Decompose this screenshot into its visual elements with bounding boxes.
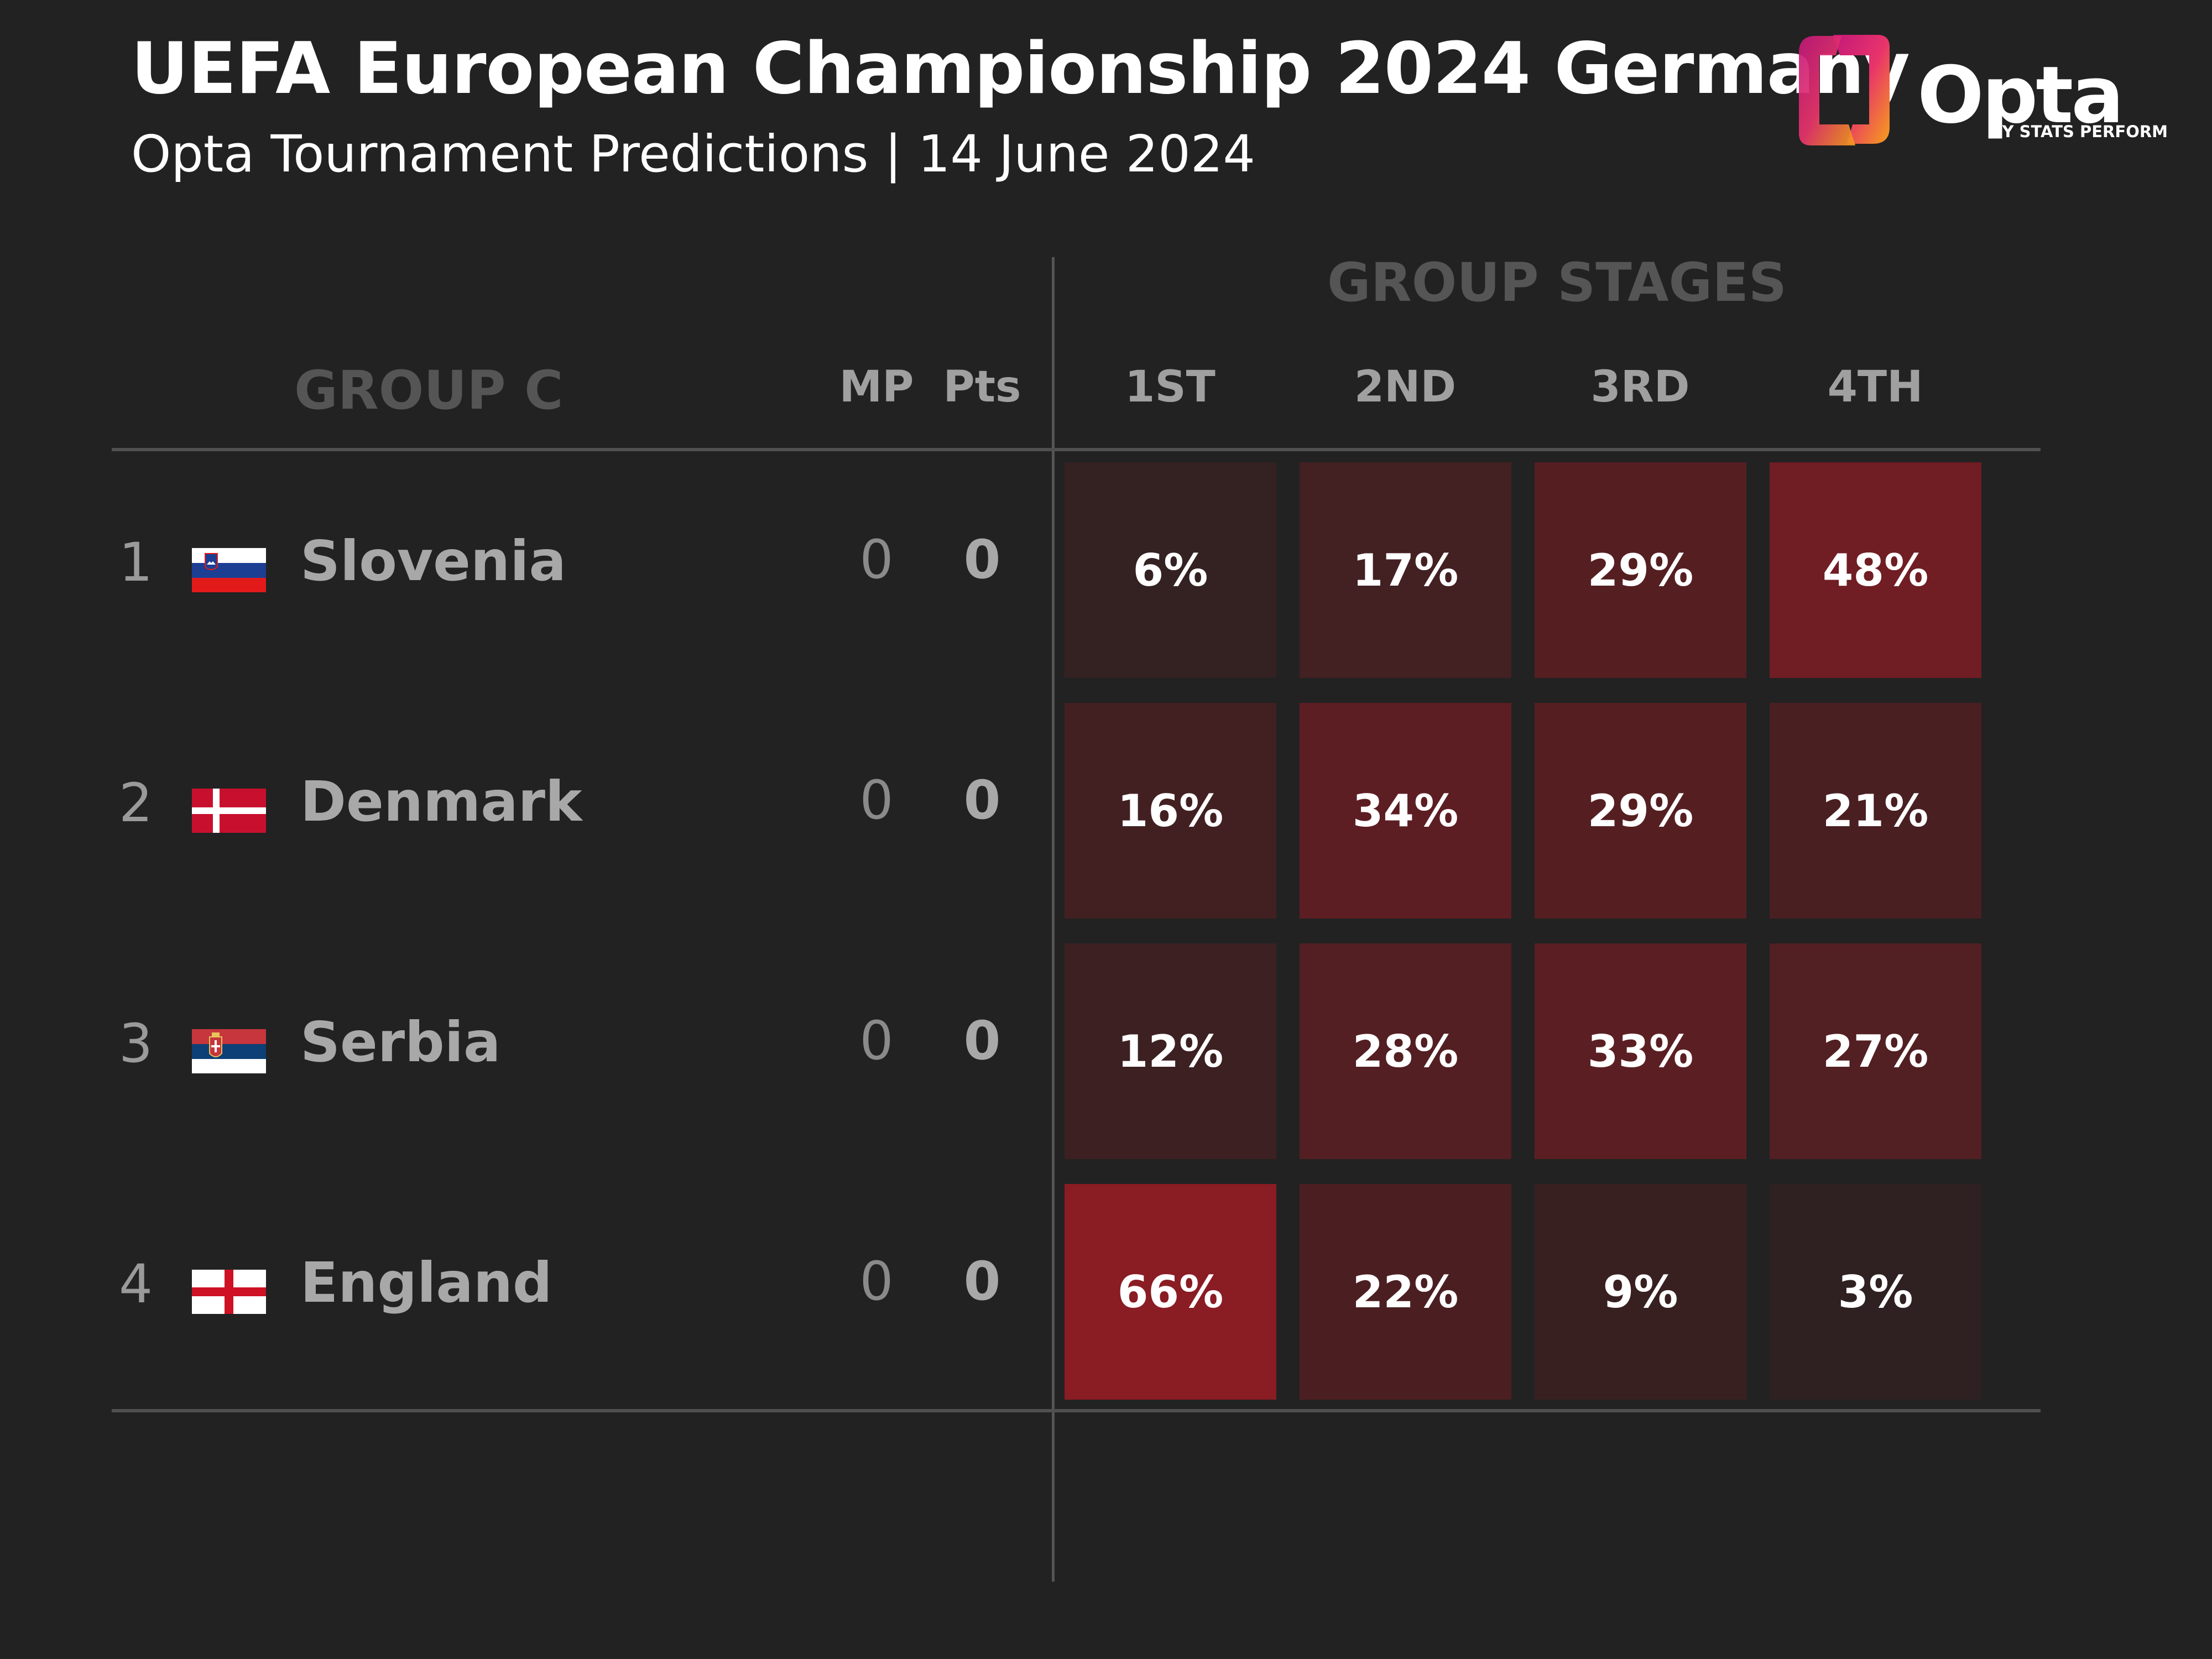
- group-stages-heading: GROUP STAGES: [1327, 252, 1787, 314]
- opta-logo: Opta BY STATS PERFORM: [1794, 30, 2168, 158]
- table-row: 3 Serbia 0 0 12% 28% 33% 27%: [0, 943, 2212, 1159]
- col-head-pts: Pts: [943, 362, 1021, 412]
- england-flag-icon: [192, 1270, 266, 1314]
- col-head-4th: 4TH: [1827, 362, 1923, 412]
- team-name: Denmark: [300, 769, 582, 834]
- points: 0: [963, 1010, 1001, 1072]
- prob-cell: 66%: [1065, 1184, 1276, 1400]
- rank: 1: [119, 531, 153, 593]
- prob-cell: 27%: [1770, 943, 1981, 1159]
- matches-played: 0: [859, 769, 894, 831]
- opta-wordmark: Opta: [1917, 50, 2124, 141]
- prob-cell: 33%: [1535, 943, 1746, 1159]
- prob-cell: 9%: [1535, 1184, 1746, 1400]
- rank: 3: [119, 1013, 153, 1074]
- rank: 2: [119, 772, 153, 834]
- footer-rule: [112, 1409, 2041, 1412]
- opta-logo-icon: [1799, 35, 1890, 145]
- points: 0: [963, 1250, 1001, 1312]
- col-head-2nd: 2ND: [1354, 362, 1457, 412]
- prob-cell: 22%: [1300, 1184, 1511, 1400]
- prob-cell: 34%: [1300, 703, 1511, 919]
- prob-cell: 29%: [1535, 703, 1746, 919]
- prob-cell: 17%: [1300, 462, 1511, 678]
- opta-byline: BY STATS PERFORM: [1991, 122, 2168, 141]
- prob-cell: 29%: [1535, 462, 1746, 678]
- table-row: 1 Slovenia 0 0 6% 17% 29% 48%: [0, 462, 2212, 678]
- prob-cell: 21%: [1770, 703, 1981, 919]
- column-divider: [1052, 257, 1055, 1582]
- rank: 4: [119, 1253, 153, 1315]
- team-name: Serbia: [300, 1010, 501, 1074]
- prob-cell: 48%: [1770, 462, 1981, 678]
- col-head-mp: MP: [839, 362, 914, 412]
- col-head-3rd: 3RD: [1590, 362, 1690, 412]
- matches-played: 0: [859, 1250, 894, 1312]
- page-subtitle: Opta Tournament Predictions | 14 June 20…: [131, 124, 1255, 184]
- prob-cell: 3%: [1770, 1184, 1981, 1400]
- prob-cell: 16%: [1065, 703, 1276, 919]
- team-name: Slovenia: [300, 529, 566, 593]
- col-head-1st: 1ST: [1125, 362, 1215, 412]
- prob-cell: 28%: [1300, 943, 1511, 1159]
- table-row: 2 Denmark 0 0 16% 34% 29% 21%: [0, 703, 2212, 919]
- team-name: England: [300, 1250, 552, 1315]
- prob-cell: 6%: [1065, 462, 1276, 678]
- serbia-flag-icon: [192, 1029, 266, 1073]
- matches-played: 0: [859, 529, 894, 591]
- page-title: UEFA European Championship 2024 Germany: [131, 28, 1910, 110]
- matches-played: 0: [859, 1010, 894, 1072]
- denmark-flag-icon: [192, 789, 266, 833]
- prob-cell: 12%: [1065, 943, 1276, 1159]
- header-rule: [112, 448, 2041, 451]
- slovenia-flag-icon: [192, 548, 266, 592]
- points: 0: [963, 769, 1001, 831]
- points: 0: [963, 529, 1001, 591]
- table-row: 4 England 0 0 66% 22% 9% 3%: [0, 1184, 2212, 1400]
- group-label: GROUP C: [294, 359, 564, 421]
